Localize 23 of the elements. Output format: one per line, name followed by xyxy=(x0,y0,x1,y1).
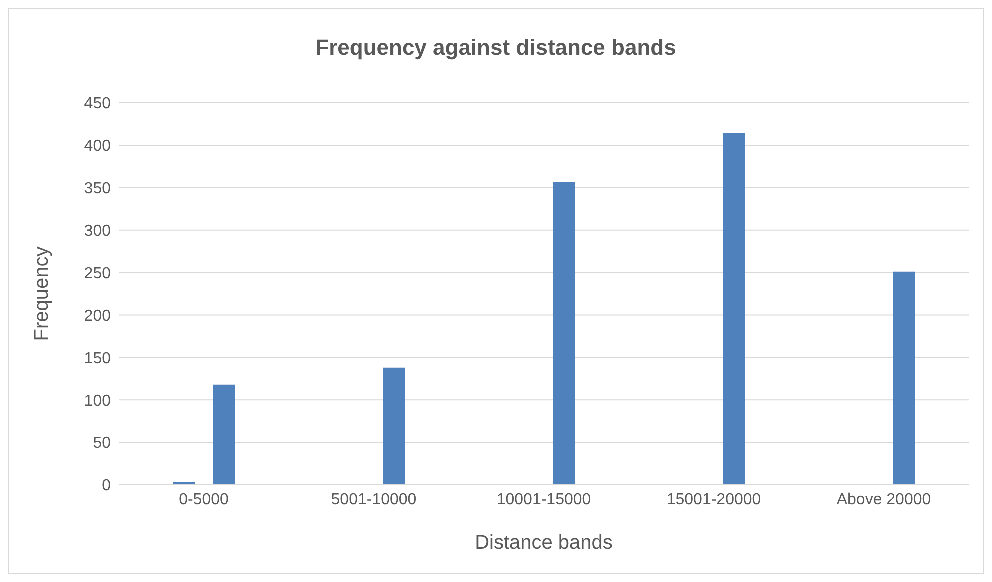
y-tick-label: 100 xyxy=(84,392,112,410)
y-tick-label: 250 xyxy=(84,265,112,282)
bar xyxy=(893,272,916,485)
x-tick-label: 5001-10000 xyxy=(331,491,417,508)
y-tick-label: 200 xyxy=(84,308,112,325)
x-tick-label: 0-5000 xyxy=(179,491,230,508)
x-axis-title: Distance bands xyxy=(475,532,613,554)
y-tick-label: 0 xyxy=(102,478,112,495)
y-axis-title: Frequency xyxy=(31,246,54,342)
y-tick-label: 400 xyxy=(84,138,112,156)
y-tick-label: 50 xyxy=(93,435,112,452)
bar xyxy=(383,368,406,485)
y-tick-label: 300 xyxy=(84,223,112,240)
bar xyxy=(213,384,236,485)
bar xyxy=(553,182,576,485)
x-tick-label: 10001-15000 xyxy=(496,491,592,508)
x-tick-label: Above 20000 xyxy=(836,491,932,508)
x-tick-label: 15001-20000 xyxy=(666,491,762,508)
y-tick-label: 450 xyxy=(84,96,112,113)
y-tick-label: 350 xyxy=(84,180,112,198)
bar xyxy=(723,134,746,485)
y-tick-label: 150 xyxy=(84,350,112,368)
chart-title: Frequency against distance bands xyxy=(314,35,678,61)
